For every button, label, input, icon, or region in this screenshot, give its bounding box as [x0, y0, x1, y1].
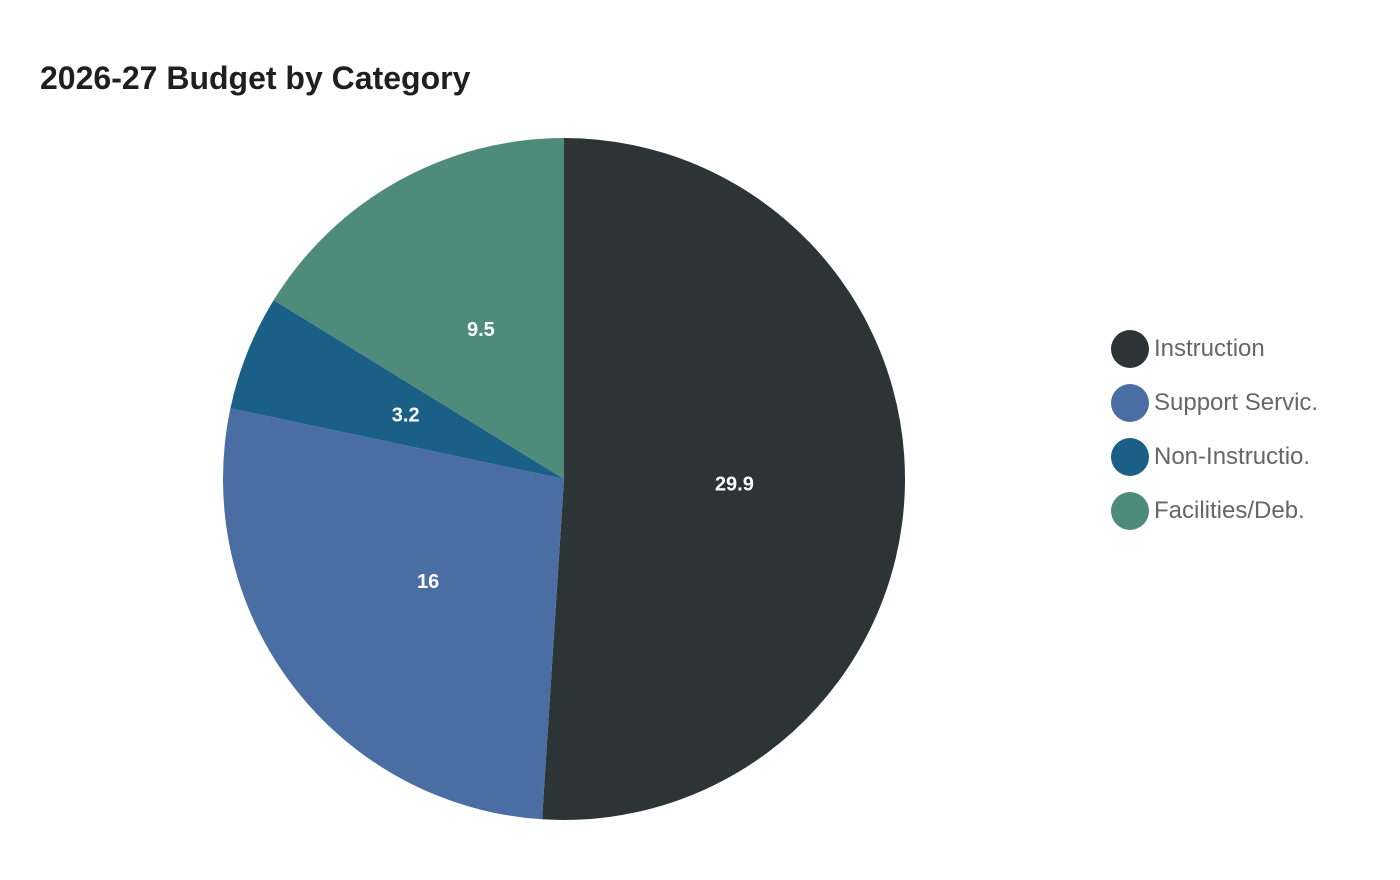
- pie-slice-non-instructio[interactable]: [230, 300, 565, 479]
- legend-swatch-icon: [1111, 330, 1149, 368]
- slice-value-label: 29.9: [715, 473, 754, 495]
- legend-swatch-icon: [1111, 384, 1149, 422]
- legend-swatch-icon: [1111, 492, 1149, 530]
- legend-swatch-icon: [1111, 438, 1149, 476]
- legend-item-instruction[interactable]: Instruction: [1111, 330, 1318, 368]
- slice-value-label: 9.5: [467, 319, 495, 341]
- legend-label: Support Servic.: [1154, 389, 1319, 416]
- legend-item-non-instructional[interactable]: Non-Instructio.: [1111, 438, 1318, 476]
- pie-slice-support-servic[interactable]: [222, 408, 564, 820]
- legend-label: Instruction: [1154, 335, 1265, 362]
- slice-labels: 29.9 16 3.2 9.5: [392, 319, 754, 593]
- legend-label: Non-Instructio.: [1154, 443, 1311, 470]
- pie-slice-instruction[interactable]: [542, 138, 905, 820]
- chart-title: 2026-27 Budget by Category: [40, 60, 471, 96]
- legend-item-facilities-debt[interactable]: Facilities/Deb.: [1111, 492, 1318, 530]
- slice-value-label: 3.2: [392, 405, 420, 427]
- legend: Instruction Support Servic. Non-Instruct…: [1111, 330, 1318, 546]
- slice-value-label: 16: [417, 571, 439, 593]
- legend-label: Facilities/Deb.: [1154, 497, 1305, 524]
- pie-slice-facilities-deb[interactable]: [273, 138, 564, 479]
- legend-item-support-services[interactable]: Support Servic.: [1111, 384, 1318, 422]
- pie-slices: [222, 138, 905, 820]
